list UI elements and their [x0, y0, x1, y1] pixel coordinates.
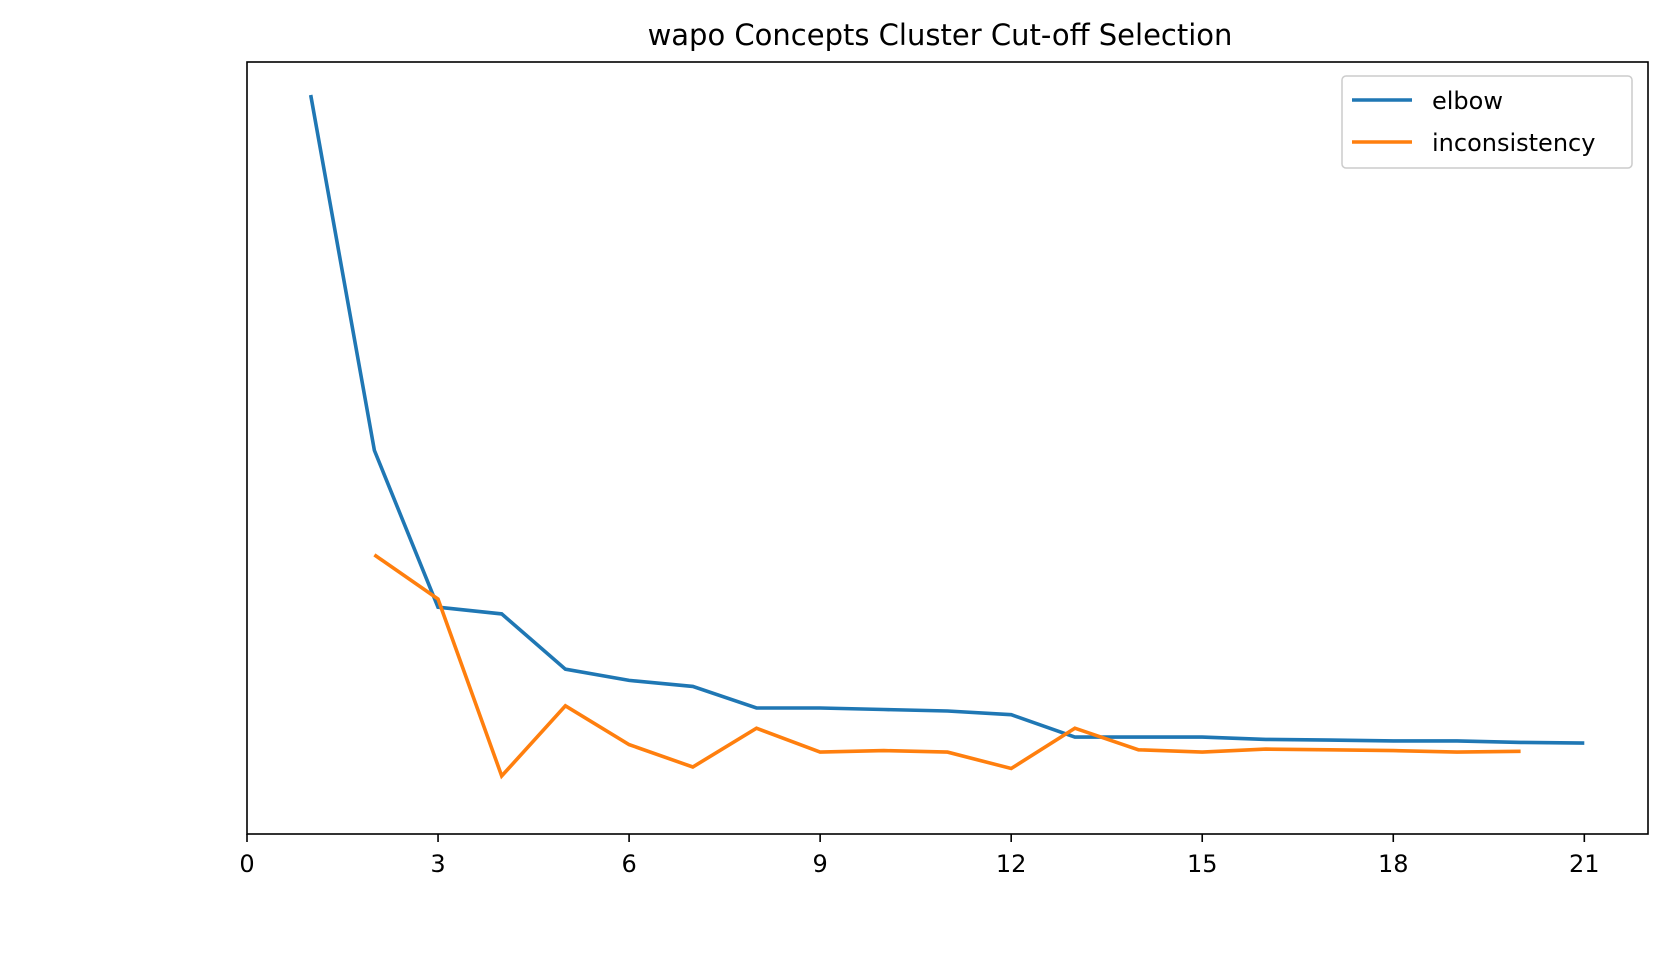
legend: elbow inconsistency: [1341, 75, 1633, 169]
x-axis: 0 3 6 9 12 15 18 21: [239, 834, 1600, 878]
x-tick-label: 0: [239, 850, 254, 878]
series-line-elbow: [308, 94, 1585, 745]
legend-label-inconsistency: inconsistency: [1432, 129, 1595, 157]
x-tick-label: 15: [1187, 850, 1218, 878]
x-tick-label: 21: [1569, 850, 1600, 878]
series-line-inconsistency: [373, 553, 1521, 780]
plot-area-frame: [246, 61, 1649, 835]
legend-label-elbow: elbow: [1432, 87, 1503, 115]
x-tick-label: 9: [812, 850, 827, 878]
legend-box: [1341, 75, 1633, 169]
chart-title: wapo Concepts Cluster Cut-off Selection: [648, 18, 1233, 52]
x-tick-label: 6: [621, 850, 636, 878]
x-tick-label: 18: [1378, 850, 1409, 878]
plot-lines: [308, 94, 1585, 780]
x-tick-label: 12: [996, 850, 1027, 878]
x-tick-label: 3: [430, 850, 445, 878]
